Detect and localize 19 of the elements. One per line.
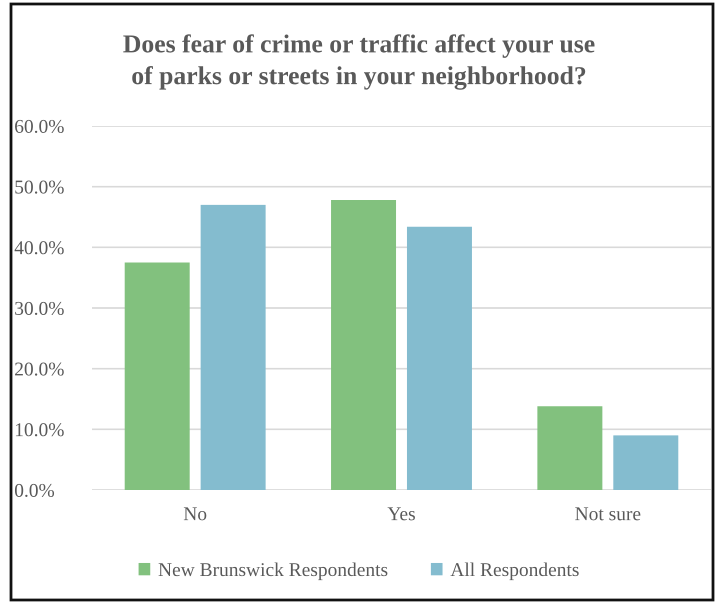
bar bbox=[200, 204, 266, 490]
bar bbox=[613, 435, 678, 490]
legend-label: New Brunswick Respondents bbox=[158, 562, 388, 580]
bar bbox=[537, 406, 602, 490]
y-tick-label: 30.0% bbox=[15, 302, 64, 316]
y-tick-label: 60.0% bbox=[15, 120, 64, 134]
y-tick-label: 40.0% bbox=[14, 241, 64, 254]
bar bbox=[124, 262, 190, 490]
chart-title: Does fear of crime or traffic affect your use of parks or streets in your neighborhood? bbox=[123, 34, 594, 90]
y-tick-label: 0.0% bbox=[14, 484, 54, 498]
y-tick-label: 50.0% bbox=[15, 180, 64, 194]
y-tick-label: 20.0% bbox=[15, 362, 64, 376]
y-tick-label: 10.0% bbox=[16, 423, 64, 436]
x-tick-label: No bbox=[184, 507, 206, 520]
bar bbox=[331, 200, 396, 490]
x-tick-label: Yes bbox=[388, 507, 415, 520]
bar bbox=[406, 226, 472, 490]
legend-label: All Respondents bbox=[450, 562, 579, 580]
x-tick-label: Not sure bbox=[575, 507, 640, 520]
